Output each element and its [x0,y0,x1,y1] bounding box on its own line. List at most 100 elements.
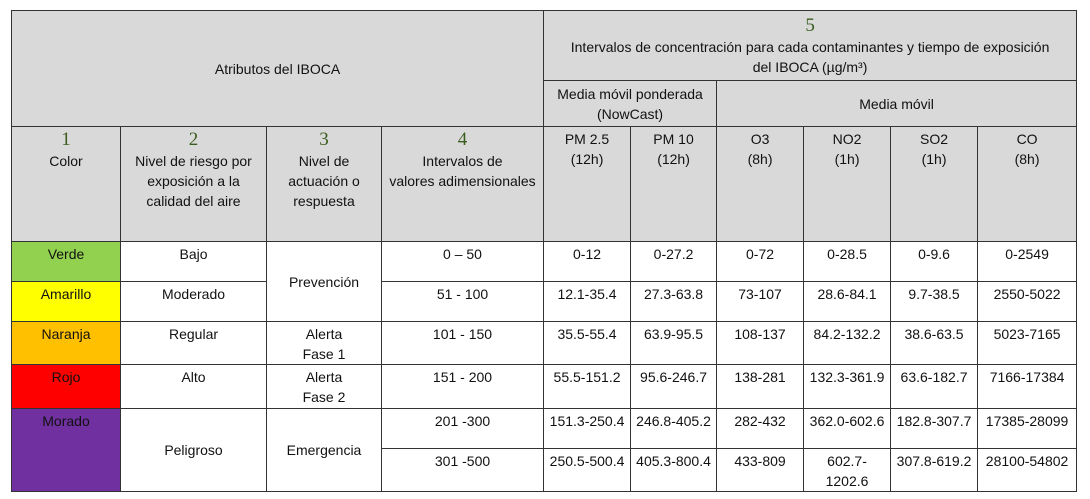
concentration-cell: 0-28.5 [803,241,892,282]
concentration-cell: 63.9-95.5 [630,321,718,365]
interval-label: 0 – 50 [443,246,482,262]
action-cell: Prevención [266,241,382,322]
concentration-value: 151.3-250.4 [549,413,625,429]
concentration-cell: 602.7-1202.6 [803,448,892,492]
column-header-label: (1h) [921,151,947,167]
concentration-value: 433-809 [734,453,786,469]
color-cell: Morado [11,408,121,492]
risk-level-cell: Regular [120,321,267,365]
concentration-value: 28.6-84.1 [817,286,877,302]
risk-level-cell: Moderado [120,281,267,322]
concentration-cell: 28.6-84.1 [803,281,892,322]
interval-cell: 201 -300 [380,408,545,449]
color-label: Amarillo [40,286,92,302]
concentration-value: 73-107 [738,286,782,302]
concentration-value: 17385-28099 [985,413,1069,429]
column-header-label: (1h) [834,151,860,167]
column-header-label: Nivel de riesgo por [135,153,252,169]
concentration-cell: 17385-28099 [977,408,1078,449]
action-cell: Alerta Fase 2 [266,364,382,409]
concentration-value: 0-27.2 [653,246,694,262]
concentration-value: 5023-7165 [993,326,1061,342]
column-header-label: O3 [750,131,770,147]
nowcast-line2: (NowCast) [596,105,664,122]
concentration-value: 0-12 [573,246,602,262]
column-header-label: SO2 [920,131,949,147]
concentration-value: 282-432 [734,413,786,429]
column-header: 1 Color [11,126,121,242]
concentration-value: 0-2549 [1005,246,1049,262]
concentration-cell: 55.5-151.2 [543,364,632,409]
concentration-cell: 63.6-182.7 [890,364,979,409]
concentration-cell: 5023-7165 [977,321,1078,365]
column-header: PM 2.5 (12h) [543,126,632,242]
concentration-cell: 0-9.6 [890,241,979,282]
column-header-label: PM 2.5 [564,131,610,147]
concentration-cell: 282-432 [716,408,805,449]
concentration-cell: 84.2-132.2 [803,321,892,365]
concentration-value: 38.6-63.5 [904,326,964,342]
concentration-cell: 2550-5022 [977,281,1078,322]
concentration-value: 132.3-361.9 [809,369,885,385]
concentration-cell: 27.3-63.8 [630,281,718,322]
column-header-label: NO2 [832,131,862,147]
color-cell: Rojo [11,364,121,409]
concentration-value: 9.7-38.5 [908,286,960,302]
concentration-value: 28100-54802 [985,453,1069,469]
concentration-cell: 433-809 [716,448,805,492]
concentration-cell: 95.6-246.7 [630,364,718,409]
risk-level-label: Moderado [161,286,226,302]
nowcast-line1: Media móvil ponderada [557,85,703,102]
concentration-cell: 9.7-38.5 [890,281,979,322]
color-label: Verde [47,246,85,262]
column-header: O3 (8h) [716,126,805,242]
concentration-value: 182.8-307.7 [896,413,972,429]
column-number: 1 [61,129,71,150]
column-header: SO2 (1h) [890,126,979,242]
action-cell: Emergencia [266,408,382,492]
risk-level-label: Alto [181,369,206,385]
concentration-cell: 73-107 [716,281,805,322]
column-header: CO (8h) [977,126,1078,242]
column-header-label: (12h) [657,151,690,167]
column-header: 3 Nivel de actuación o respuesta [266,126,382,242]
column-header-label: actuación o [288,173,360,189]
action-label: Prevención [288,273,360,290]
concentration-value: 12.1-35.4 [557,286,617,302]
action-cell: Alerta Fase 1 [266,321,382,365]
table-row: Verde Bajo Prevención 0 – 50 0-12 0-27.2 0-72 0… [11,241,1078,322]
concentration-value: 108-137 [734,326,786,342]
concentration-value: 307.8-619.2 [896,453,972,469]
concentration-value: 602.7-1202.6 [825,453,869,489]
interval-label: 51 - 100 [436,286,489,302]
interval-cell: 51 - 100 [380,281,545,322]
risk-level-label: Regular [168,326,219,342]
concentration-header: 5 Intervalos de concentración para cada … [543,10,1078,81]
column-header-label: PM 10 [653,131,694,147]
interval-cell: 151 - 200 [380,364,545,409]
concentration-title-line2: del IBOCA (µg/m³) [752,58,868,75]
column-header-label: (8h) [1014,151,1040,167]
column-number: 2 [188,129,199,150]
column-header-label: (8h) [747,151,773,167]
concentration-value: 250.5-500.4 [549,453,625,469]
interval-label: 301 -500 [434,453,491,469]
attributes-header: Atributos del IBOCA [10,10,545,127]
table-row: Amarillo Moderado 51 - 100 12.1-35.4 27.3-63… [11,281,1078,322]
interval-cell: 301 -500 [380,448,545,492]
column-header-label: Color [49,153,83,169]
concentration-title-line1: Intervalos de concentración para cada co… [570,38,1050,55]
concentration-value: 84.2-132.2 [813,326,881,342]
column-header: PM 10 (12h) [630,126,718,242]
nowcast-header: Media móvil ponderada (NowCast) [543,80,718,127]
risk-level-label: Bajo [179,246,208,262]
concentration-cell: 250.5-500.4 [543,448,632,492]
concentration-cell: 182.8-307.7 [890,408,979,449]
column-header: 4 Intervalos de valores adimensionales [380,126,545,242]
color-label: Rojo [51,369,81,385]
concentration-cell: 0-12 [543,241,632,282]
color-label: Naranja [41,326,91,342]
action-label: Fase 1 [302,346,346,362]
risk-level-cell: Bajo [120,241,267,282]
concentration-cell: 405.3-800.4 [630,448,718,492]
